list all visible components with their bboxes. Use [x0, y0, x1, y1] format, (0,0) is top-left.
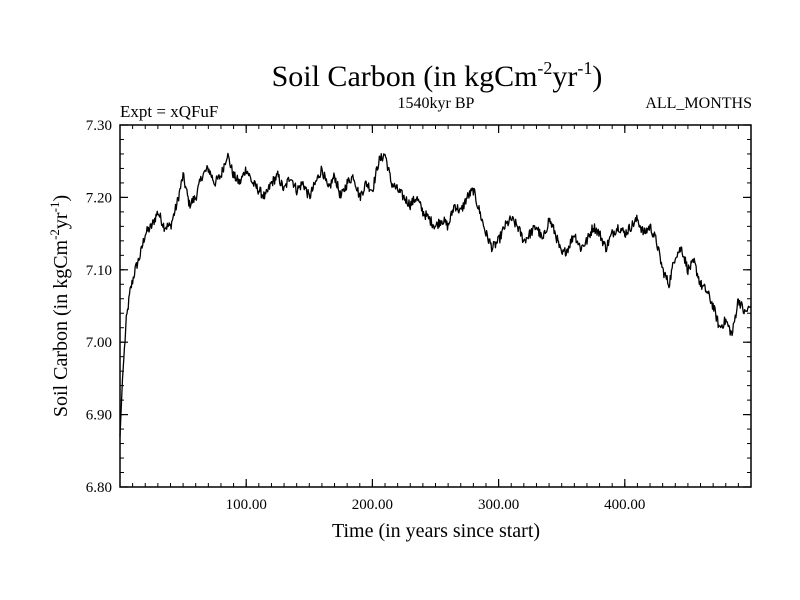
plot-frame	[119, 124, 752, 488]
chart-title: Soil Carbon (in kgCm-2yr-1)	[272, 58, 603, 93]
y-tick-label: 6.90	[86, 408, 112, 424]
y-tick-label: 7.00	[86, 335, 112, 351]
x-tick-label: 300.00	[478, 497, 519, 513]
x-axis-label: Time (in years since start)	[332, 520, 540, 542]
x-axis-ticks: 100.00 200.00 300.00 400.00	[226, 125, 645, 513]
months-label: ALL_MONTHS	[645, 95, 752, 112]
y-tick-label: 7.10	[86, 263, 112, 279]
y-axis-label: Soil Carbon (in kgCm-2yr-1)	[47, 195, 72, 417]
period-label: 1540kyr BP	[398, 95, 475, 112]
soil-carbon-series-line	[119, 152, 752, 437]
experiment-label: Expt = xQFuF	[120, 102, 218, 121]
y-tick-label: 7.20	[86, 190, 112, 206]
y-axis-ticks: 6.80 6.90 7.00 7.10 7.20 7.30	[86, 118, 751, 496]
minor-ticks	[120, 125, 751, 487]
x-tick-label: 200.00	[352, 497, 393, 513]
x-tick-label: 400.00	[604, 497, 645, 513]
y-tick-label: 7.30	[86, 118, 112, 134]
series-group	[119, 152, 752, 437]
x-tick-label: 100.00	[226, 497, 267, 513]
y-tick-label: 6.80	[86, 480, 112, 496]
